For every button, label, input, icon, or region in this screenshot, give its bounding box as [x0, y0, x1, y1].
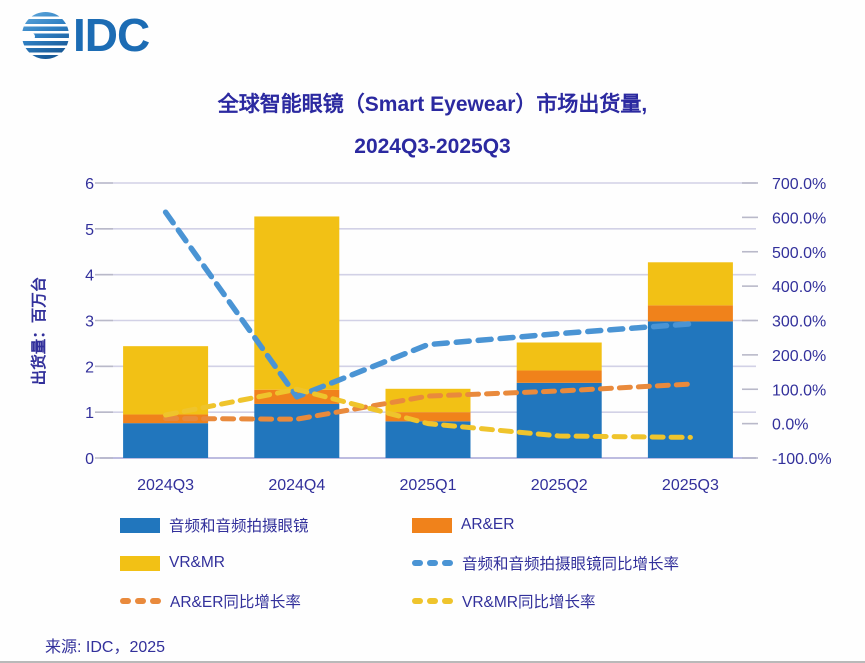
source-note: 来源: IDC，2025	[45, 639, 166, 656]
bar-segment	[123, 423, 209, 458]
legend-swatch-solid	[412, 517, 452, 533]
growth-line	[163, 381, 693, 422]
legend-swatch-solid	[120, 517, 160, 533]
legend-swatch-dashed	[412, 560, 453, 566]
x-axis-category-label: 2025Q2	[531, 477, 588, 494]
bar-segment	[254, 216, 340, 390]
left-axis-tick-label: 4	[85, 268, 94, 285]
left-axis-tick-label: 0	[85, 451, 94, 468]
left-axis-title: 出货量：百万台	[31, 276, 48, 386]
bar-segment	[123, 346, 209, 415]
chart-title-line2: 2024Q3-2025Q3	[354, 135, 511, 158]
right-axis-tick-label: 400.0%	[772, 279, 826, 296]
left-axis-tick-label: 5	[85, 222, 94, 239]
legend-label: 音频和音频拍摄眼镜同比增长率	[462, 556, 680, 573]
left-axis-tick-label: 3	[85, 314, 94, 331]
legend-item: VR&MR同比增长率	[412, 582, 865, 620]
idc-logo-text: IDC	[73, 9, 150, 61]
x-axis-category-label: 2025Q3	[662, 477, 719, 494]
legend-item: AR&ER同比增长率	[120, 582, 412, 620]
right-axis-tick-label: 0.0%	[772, 417, 808, 434]
legend-label: AR&ER同比增长率	[170, 594, 301, 611]
x-axis-category-label: 2024Q4	[268, 477, 325, 494]
left-axis-tick-label: 1	[85, 405, 94, 422]
chart-title-line1: 全球智能眼镜（Smart Eyewear）市场出货量,	[217, 93, 648, 116]
x-axis-category-label: 2024Q3	[137, 477, 194, 494]
right-axis-tick-label: 500.0%	[772, 245, 826, 262]
bar-segment	[385, 412, 471, 422]
left-axis-tick-label: 6	[85, 176, 94, 193]
right-axis-tick-label: 200.0%	[772, 348, 826, 365]
bar-segment	[647, 262, 733, 306]
chart-title: 全球智能眼镜（Smart Eyewear）市场出货量, 2024Q3-2025Q…	[0, 84, 865, 168]
left-axis-tick-label: 2	[85, 359, 94, 376]
legend-swatch-dashed	[412, 598, 453, 604]
right-axis-tick-label: 700.0%	[772, 176, 826, 193]
legend-label: 音频和音频拍摄眼镜	[169, 518, 309, 535]
legend-label: AR&ER	[461, 516, 515, 533]
bar-segment	[516, 370, 602, 383]
growth-line	[162, 209, 694, 400]
bar-segment	[385, 421, 471, 458]
bar-segment	[647, 305, 733, 322]
right-axis-tick-label: 300.0%	[772, 314, 826, 331]
legend-item: AR&ER	[412, 506, 865, 544]
right-axis-tick-label: -100.0%	[772, 451, 832, 468]
growth-line	[163, 386, 693, 440]
idc-globe-icon	[20, 12, 69, 59]
bar-segment	[516, 342, 602, 371]
legend-swatch-solid	[120, 555, 160, 571]
legend-swatch-dashed	[120, 598, 161, 604]
legend-item: 音频和音频拍摄眼镜同比增长率	[412, 544, 865, 582]
bar-segment	[516, 382, 602, 458]
right-axis-tick-label: 100.0%	[772, 382, 826, 399]
right-axis-tick-label: 600.0%	[772, 210, 826, 227]
x-axis-category-label: 2025Q1	[400, 477, 457, 494]
legend-item: 音频和音频拍摄眼镜	[120, 506, 412, 544]
legend-label: VR&MR	[169, 554, 225, 571]
legend-label: VR&MR同比增长率	[462, 594, 596, 611]
legend-item: VR&MR	[120, 544, 412, 582]
chart-legend: 音频和音频拍摄眼镜 AR&ER VR&MR 音频和音频拍摄眼镜同比增长率 AR&ER同比…	[0, 506, 865, 620]
idc-logo: IDC	[20, 9, 150, 61]
